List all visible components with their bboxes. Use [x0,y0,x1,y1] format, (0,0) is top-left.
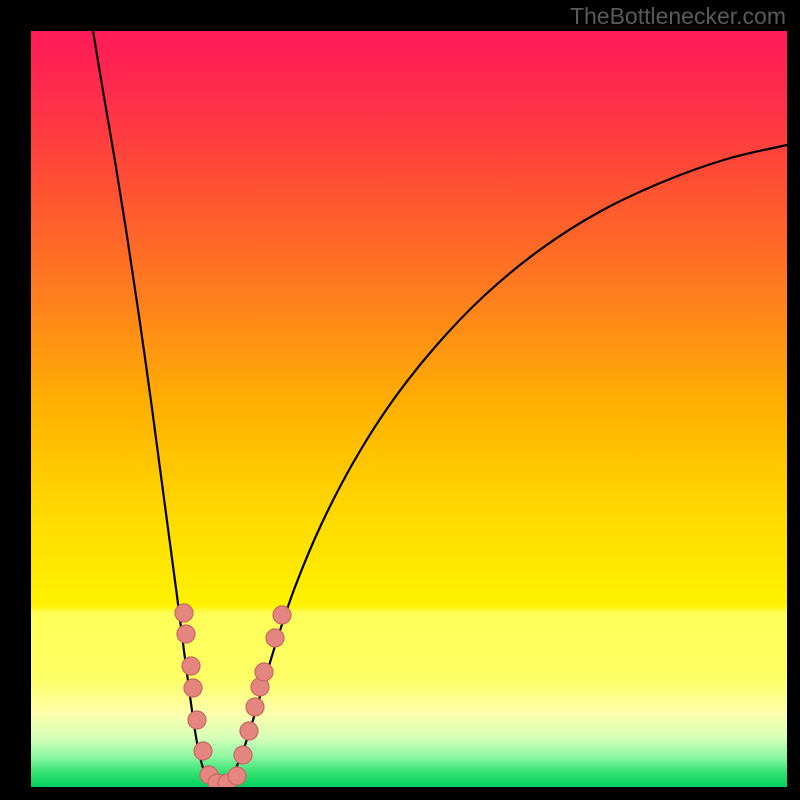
data-marker [182,657,200,675]
data-marker [234,746,252,764]
frame-bottom [0,787,800,800]
data-marker [255,663,273,681]
curve-layer [31,31,787,787]
data-marker [175,604,193,622]
data-marker [228,767,246,785]
watermark-text: TheBottlenecker.com [570,3,786,30]
chart-root: TheBottlenecker.com [0,0,800,800]
data-marker [246,698,264,716]
data-marker [188,711,206,729]
data-marker [177,625,195,643]
data-marker [240,722,258,740]
data-marker [273,606,291,624]
data-marker [184,679,202,697]
plot-area [31,31,787,787]
data-marker [266,629,284,647]
data-marker [194,742,212,760]
frame-right [787,0,800,800]
data-markers [175,604,291,792]
frame-left [0,0,31,800]
